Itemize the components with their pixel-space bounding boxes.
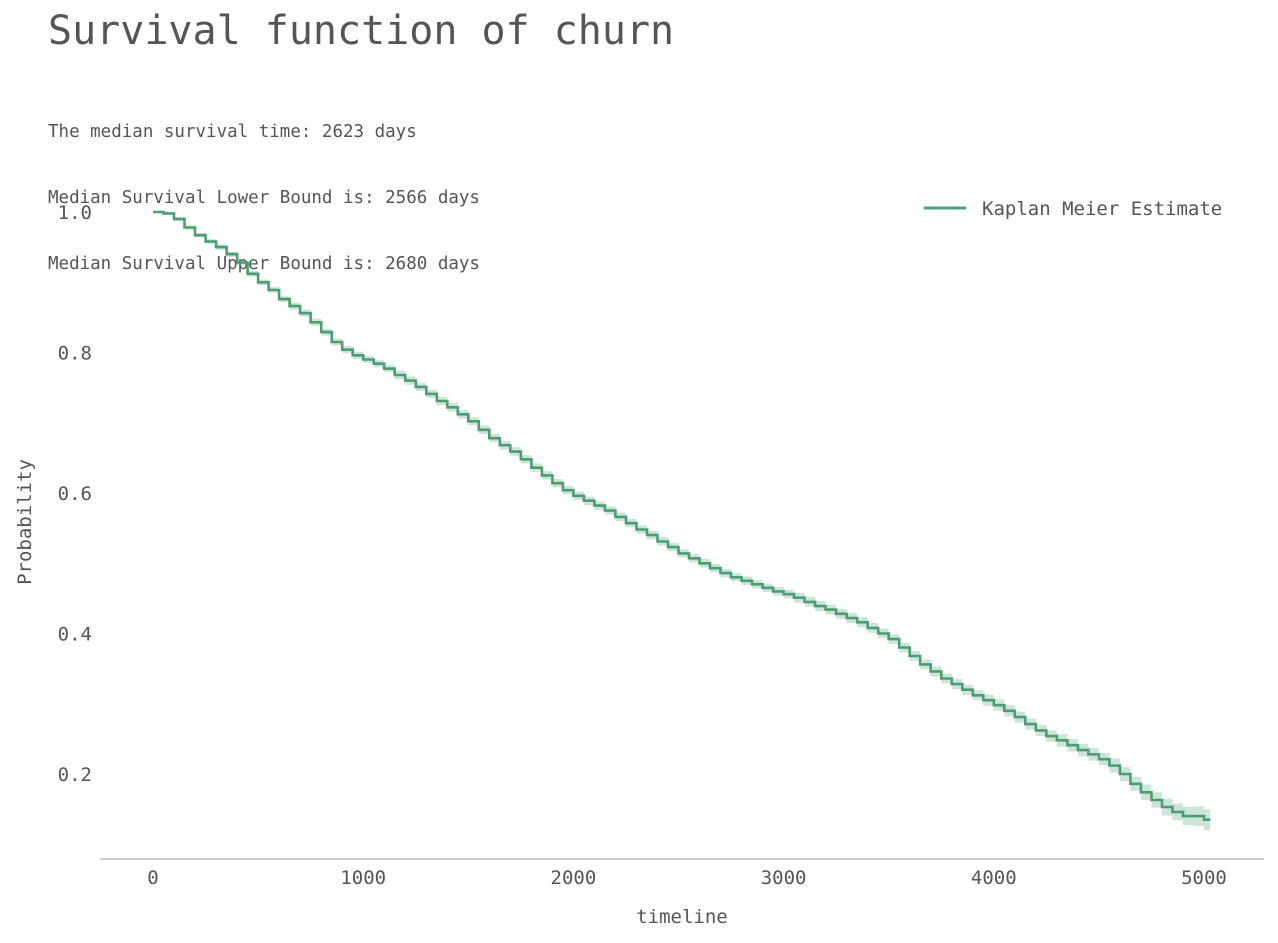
legend: Kaplan Meier Estimate xyxy=(924,198,1222,220)
chart-subtitle: The median survival time: 2623 days Medi… xyxy=(48,77,480,297)
kaplan-meier-line xyxy=(153,210,1211,821)
legend-label: Kaplan Meier Estimate xyxy=(982,198,1222,220)
x-tick-label: 4000 xyxy=(971,867,1017,889)
x-tick-label: 0 xyxy=(147,867,158,889)
y-tick-label: 0.4 xyxy=(58,624,92,646)
x-tick-label: 3000 xyxy=(761,867,807,889)
x-tick-label: 5000 xyxy=(1181,867,1227,889)
x-tick-label: 1000 xyxy=(340,867,386,889)
x-tick-label: 2000 xyxy=(551,867,597,889)
y-tick-label: 1.0 xyxy=(58,202,92,224)
y-tick-label: 0.8 xyxy=(58,343,92,365)
y-tick-label: 0.2 xyxy=(58,764,92,786)
median-upper-bound-text: Median Survival Upper Bound is: 2680 day… xyxy=(48,254,480,274)
chart-title: Survival function of churn xyxy=(48,8,675,54)
median-lower-bound-text: Median Survival Lower Bound is: 2566 day… xyxy=(48,188,480,208)
median-survival-text: The median survival time: 2623 days xyxy=(48,122,417,142)
y-axis-label: Probability xyxy=(14,459,36,585)
x-axis-label: timeline xyxy=(636,906,728,928)
y-tick-label: 0.6 xyxy=(58,483,92,505)
confidence-interval-band xyxy=(153,212,1211,831)
